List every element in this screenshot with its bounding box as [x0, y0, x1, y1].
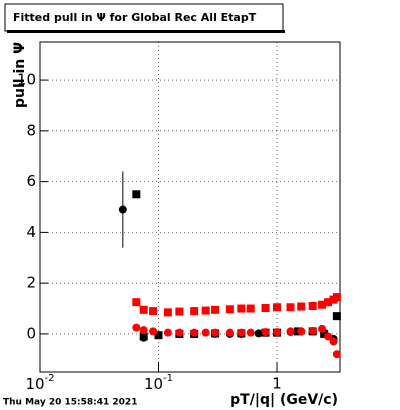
point: [163, 308, 172, 317]
point: [149, 307, 158, 316]
point: [190, 307, 199, 316]
point: [118, 205, 127, 214]
y-tick-label: 0: [26, 324, 36, 342]
point: [318, 300, 327, 309]
point: [225, 328, 234, 337]
x-tick-base: 10: [144, 375, 163, 393]
point: [246, 328, 255, 337]
point: [237, 304, 246, 313]
point: [261, 328, 270, 337]
point: [324, 332, 333, 341]
chart-title: Fitted pull in Ψ for Global Rec All Etap…: [13, 11, 257, 24]
x-tick-label: 1: [272, 375, 282, 393]
point: [163, 328, 172, 337]
timestamp: Thu May 20 15:58:41 2021: [3, 398, 137, 408]
x-tick-base: 10: [25, 375, 44, 393]
point: [132, 298, 141, 307]
point: [154, 331, 163, 340]
point: [175, 328, 184, 337]
point: [139, 305, 148, 314]
point: [201, 306, 210, 315]
point: [324, 298, 333, 307]
point: [190, 328, 199, 337]
point: [332, 312, 341, 321]
y-tick-label: 4: [26, 223, 36, 241]
x-tick-label: 10-2: [25, 373, 54, 393]
point: [132, 190, 141, 199]
point: [261, 304, 270, 313]
y-tick-label: 8: [26, 121, 36, 139]
point: [246, 304, 255, 313]
point: [297, 302, 306, 311]
point: [286, 327, 295, 336]
point: [320, 329, 329, 338]
y-axis-label: pull in Ψ: [12, 42, 28, 108]
point: [318, 324, 327, 333]
point: [286, 303, 295, 312]
title-shadow: [7, 30, 285, 33]
point: [297, 327, 306, 336]
x-tick-exponent: -1: [163, 373, 173, 384]
point: [139, 326, 148, 335]
point: [132, 323, 141, 332]
point: [211, 305, 220, 314]
point: [332, 293, 341, 302]
y-tick-label: 2: [26, 274, 36, 292]
point: [308, 326, 317, 335]
y-tick-label: 10: [17, 71, 36, 89]
point: [175, 307, 184, 316]
point: [273, 328, 282, 337]
point: [225, 305, 234, 314]
point: [149, 327, 158, 336]
point: [329, 337, 338, 346]
point: [201, 328, 210, 337]
x-axis-label: pT/|q| (GeV/c): [230, 392, 338, 408]
title-box: [4, 3, 284, 32]
x-tick-label: 10-1: [144, 373, 173, 393]
x-tick-exponent: -2: [45, 373, 55, 384]
point: [273, 303, 282, 312]
plot-frame: [39, 41, 341, 373]
point: [211, 328, 220, 337]
point: [308, 302, 317, 310]
point: [332, 350, 341, 359]
y-tick-label: 6: [26, 172, 36, 190]
point: [139, 332, 148, 341]
point: [237, 328, 246, 337]
point: [254, 329, 263, 338]
